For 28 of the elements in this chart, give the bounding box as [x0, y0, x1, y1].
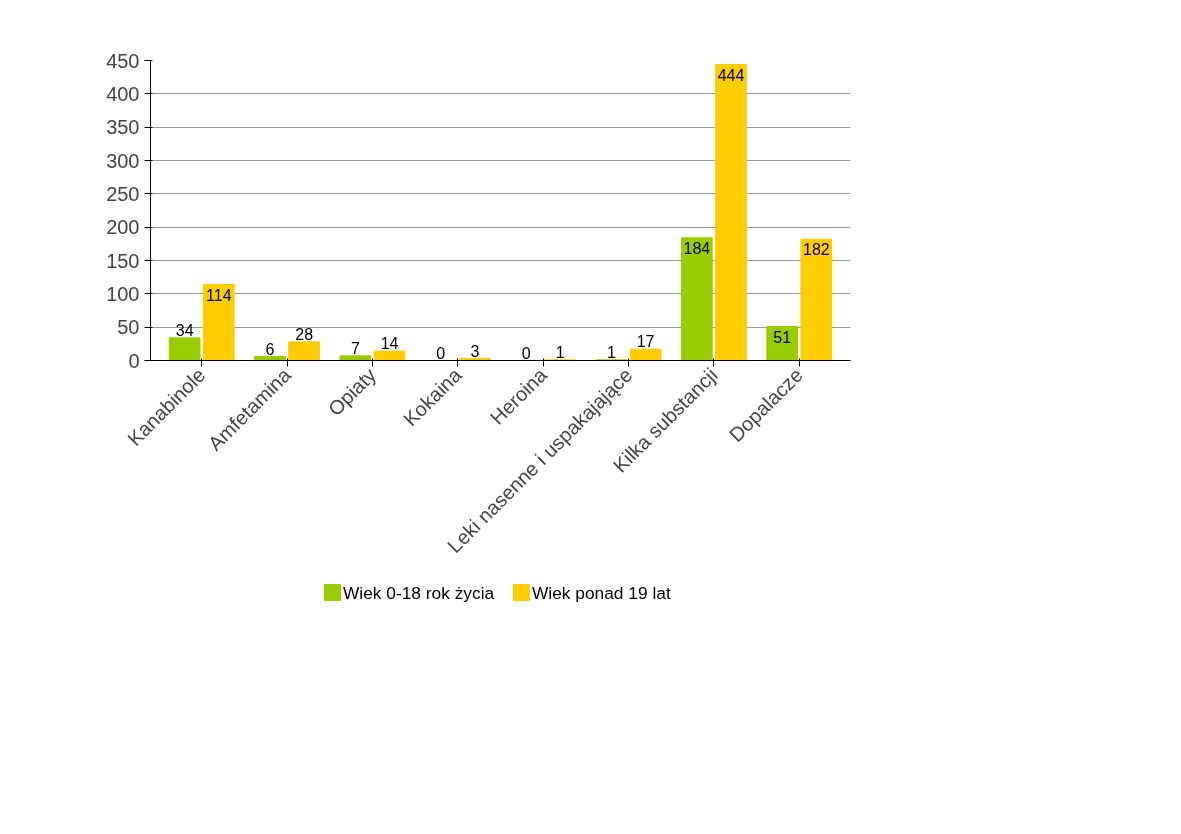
- legend-label: Wiek ponad 19 lat: [532, 582, 671, 603]
- y-tick-label: 250: [106, 182, 140, 205]
- y-tick-label: 300: [106, 149, 140, 172]
- data-label: 7: [350, 339, 360, 357]
- y-tick-label: 100: [106, 282, 140, 305]
- data-label: 184: [683, 239, 711, 257]
- data-label: 14: [380, 335, 399, 353]
- data-label: 28: [295, 325, 314, 343]
- y-tick-label: 50: [117, 316, 140, 339]
- data-label: 3: [470, 342, 480, 360]
- data-label: 182: [803, 241, 830, 259]
- y-tick-label: 350: [106, 116, 140, 139]
- y-tick-label: 450: [106, 49, 140, 72]
- data-label: 1: [607, 343, 617, 361]
- data-label: 34: [175, 321, 194, 339]
- data-label: 6: [265, 340, 275, 358]
- data-label: 51: [773, 328, 792, 346]
- data-label: 0: [436, 344, 446, 362]
- data-label: 114: [206, 286, 232, 304]
- data-label: 0: [521, 344, 531, 362]
- data-label: 17: [636, 333, 655, 351]
- y-tick-label: 200: [106, 216, 140, 239]
- y-tick-label: 150: [106, 249, 140, 272]
- legend-label: Wiek 0-18 rok życia: [343, 582, 495, 603]
- data-label: 444: [717, 66, 745, 84]
- data-label: 1: [555, 343, 565, 361]
- y-tick-label: 0: [128, 349, 140, 372]
- y-tick-label: 400: [106, 82, 140, 105]
